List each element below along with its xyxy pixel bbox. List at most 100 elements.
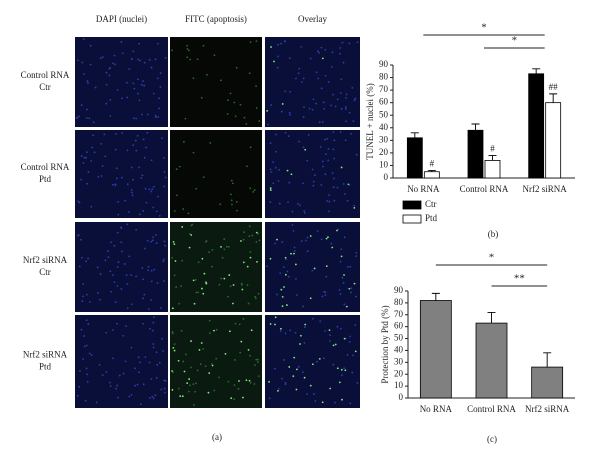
nucleus	[229, 92, 232, 95]
nucleus	[172, 371, 174, 374]
nucleus	[182, 208, 185, 210]
nucleus	[122, 372, 125, 375]
nucleus	[245, 123, 248, 125]
nucleus	[353, 282, 356, 285]
nucleus	[323, 108, 326, 110]
nucleus	[257, 292, 260, 295]
nucleus	[158, 107, 160, 110]
nucleus	[130, 393, 133, 396]
nucleus	[290, 252, 292, 255]
nucleus	[87, 257, 89, 260]
nucleus	[319, 320, 322, 323]
nucleus	[138, 99, 141, 102]
nucleus	[223, 248, 226, 251]
nucleus	[284, 273, 287, 276]
nucleus	[354, 324, 357, 326]
nucleus	[280, 288, 283, 291]
nucleus	[283, 40, 286, 42]
nucleus	[256, 260, 258, 263]
nucleus	[134, 384, 137, 387]
nucleus	[143, 61, 146, 64]
nucleus	[257, 358, 259, 361]
nucleus	[228, 330, 231, 333]
nucleus	[278, 202, 281, 205]
nucleus	[270, 46, 272, 48]
nucleus	[326, 200, 329, 202]
nucleus	[200, 342, 203, 344]
nucleus	[142, 322, 144, 325]
nucleus	[152, 321, 155, 324]
nucleus	[144, 356, 147, 358]
error-bar	[471, 123, 480, 131]
nucleus	[90, 159, 93, 162]
nucleus	[142, 80, 144, 82]
nucleus	[178, 165, 181, 168]
nucleus	[252, 191, 255, 193]
nucleus	[173, 274, 176, 277]
nucleus	[343, 303, 346, 306]
nucleus	[275, 133, 277, 136]
nucleus	[248, 235, 251, 238]
nucleus	[171, 257, 174, 259]
nucleus	[99, 57, 102, 60]
nucleus	[247, 348, 250, 351]
nucleus	[108, 74, 111, 77]
nucleus	[313, 393, 315, 395]
nucleus	[309, 235, 312, 237]
nucleus	[202, 292, 205, 295]
nucleus	[142, 383, 145, 386]
nucleus	[346, 199, 349, 202]
nucleus	[109, 270, 112, 273]
error-bar	[488, 154, 497, 161]
nucleus	[277, 55, 279, 58]
nucleus	[282, 266, 285, 269]
nucleus	[255, 85, 257, 88]
nucleus	[139, 59, 141, 62]
nucleus	[249, 256, 252, 259]
nucleus	[112, 183, 114, 186]
nucleus	[351, 371, 354, 374]
micrograph	[170, 130, 262, 218]
nucleus	[116, 231, 119, 234]
nucleus	[141, 83, 143, 86]
nucleus	[171, 330, 174, 333]
nucleus	[236, 209, 238, 212]
nucleus	[114, 148, 117, 151]
nucleus	[315, 102, 317, 105]
nucleus	[95, 401, 98, 404]
nucleus	[164, 244, 167, 247]
nucleus	[270, 171, 273, 173]
nucleus	[331, 246, 334, 249]
nucleus	[339, 327, 342, 330]
nucleus	[196, 369, 199, 372]
nucleus	[268, 380, 270, 383]
nucleus	[269, 142, 272, 145]
nucleus	[246, 284, 249, 286]
nucleus	[105, 102, 108, 105]
nucleus	[116, 384, 118, 387]
legend-label: Ctr	[425, 199, 437, 209]
nucleus	[344, 108, 347, 110]
nucleus	[295, 388, 298, 391]
nucleus	[321, 295, 324, 298]
nucleus	[83, 345, 86, 348]
nucleus	[320, 238, 323, 241]
nucleus	[274, 242, 277, 245]
nucleus	[200, 96, 203, 99]
nucleus	[117, 213, 120, 216]
nucleus	[117, 261, 120, 264]
legend-swatch	[402, 200, 422, 210]
nucleus	[112, 62, 115, 65]
nucleus	[352, 354, 354, 357]
nucleus	[180, 285, 182, 288]
nucleus	[105, 83, 108, 86]
nucleus	[336, 325, 339, 328]
nucleus	[142, 278, 145, 281]
nucleus	[131, 191, 133, 194]
nucleus	[309, 384, 312, 387]
y-tick-label: 0	[399, 392, 404, 402]
nucleus	[109, 98, 112, 101]
nucleus	[340, 255, 343, 258]
bar	[545, 102, 562, 179]
